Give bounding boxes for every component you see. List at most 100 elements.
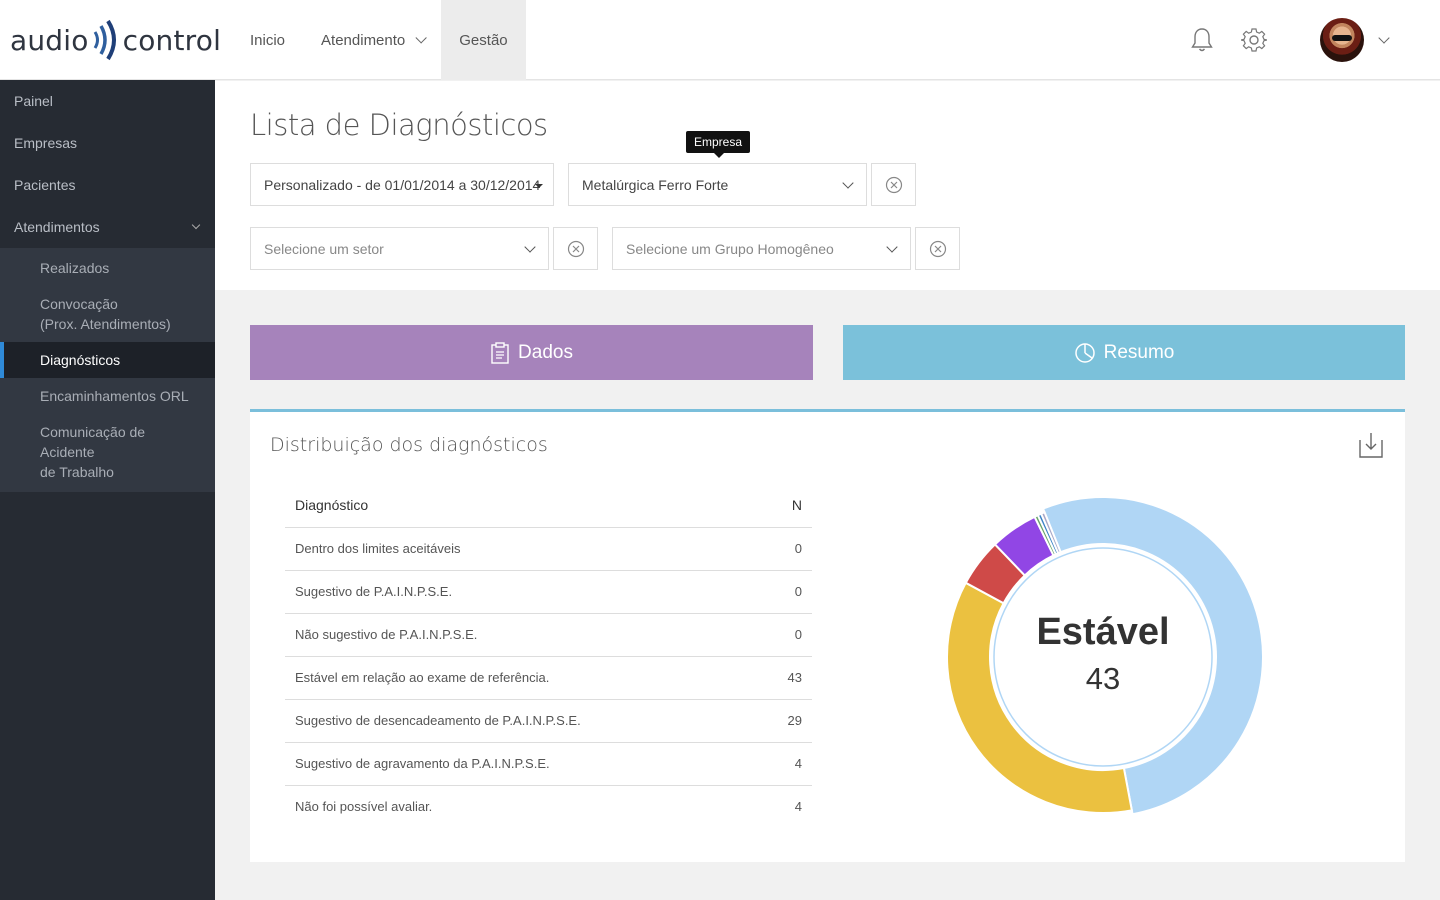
gear-icon[interactable] [1240,26,1268,54]
table-row: Dentro dos limites aceitáveis 0 [285,527,812,571]
sidebar-submenu-atendimentos: Realizados Convocação (Prox. Atendimentos… [0,248,215,492]
sector-select[interactable]: Selecione um setor [250,227,549,270]
user-avatar[interactable] [1320,18,1364,62]
donut-center-label: Estável [1036,611,1169,653]
clear-group-button[interactable] [915,227,960,270]
company-tooltip: Empresa [686,131,751,158]
filters-header: Lista de Diagnósticos Personalizado - de… [215,81,1440,290]
clear-sector-button[interactable] [553,227,598,270]
main-nav: Inicio Atendimento Gestão [232,0,526,80]
sidebar-subitem-label-line2: de Trabalho [40,464,114,480]
panel-title: Distribuição dos diagnósticos [270,434,548,456]
distribution-panel: Distribuição dos diagnósticos Diagnóstic… [250,409,1405,862]
chevron-down-icon [842,177,854,189]
nav-inicio-label: Inicio [250,31,286,49]
donut-slice[interactable] [946,581,1134,814]
nav-gestao-label: Gestão [459,31,508,49]
row-label: Estável em relação ao exame de referênci… [285,656,757,700]
donut-slice[interactable] [1041,496,1264,816]
sound-waves-icon [93,19,116,61]
sidebar-item-label: Empresas [14,135,78,151]
row-label: Não sugestivo de P.A.I.N.P.S.E. [285,613,757,657]
bell-icon[interactable] [1188,26,1216,54]
sidebar-subitem-comunicacao-acidente[interactable]: Comunicação de Acidente de Trabalho [0,414,215,492]
sidebar-subitem-convocacao[interactable]: Convocação (Prox. Atendimentos) [0,286,215,342]
table-header-row: Diagnóstico N [285,484,812,528]
sidebar-subitem-label: Comunicação de Acidente [40,424,146,460]
download-button[interactable] [1359,432,1383,463]
tab-resumo[interactable]: Resumo [843,325,1405,380]
caret-down-icon [535,184,543,188]
period-select-value: Personalizado - de 01/01/2014 a 30/12/20… [264,176,541,193]
sidebar-subitem-label: Convocação [40,296,118,312]
column-header-diagnostico: Diagnóstico [285,484,757,528]
company-select[interactable]: Metalúrgica Ferro Forte [568,163,867,206]
period-select[interactable]: Personalizado - de 01/01/2014 a 30/12/20… [250,163,554,206]
clear-company-button[interactable] [871,163,916,206]
tab-resumo-label: Resumo [1103,341,1175,363]
donut-slices [946,496,1264,816]
row-label: Dentro dos limites aceitáveis [285,527,757,571]
row-count: 0 [756,613,812,657]
tab-dados[interactable]: Dados [250,325,813,380]
group-select[interactable]: Selecione um Grupo Homogêneo [612,227,911,270]
close-circle-icon [929,240,946,257]
tab-dados-label: Dados [518,341,573,363]
donut-inner-ring [993,547,1213,767]
table-row: Sugestivo de P.A.I.N.P.S.E. 0 [285,570,812,614]
sidebar-item-pacientes[interactable]: Pacientes [0,164,215,206]
company-select-value: Metalúrgica Ferro Forte [582,176,729,193]
row-count: 29 [756,699,812,743]
top-bar: audio control Inicio Atendimento Gestão [0,0,1440,80]
table-row: Não sugestivo de P.A.I.N.P.S.E. 0 [285,613,812,657]
sidebar-item-atendimentos[interactable]: Atendimentos [0,206,215,248]
sector-select-placeholder: Selecione um setor [264,240,384,257]
row-count: 4 [794,799,802,815]
nav-atendimento[interactable]: Atendimento [303,0,441,80]
row-label: Não foi possível avaliar. [295,799,433,815]
sidebar-subitem-diagnosticos[interactable]: Diagnósticos [0,342,215,378]
column-header-n: N [756,484,812,528]
sidebar-subitem-encaminhamentos[interactable]: Encaminhamentos ORL [0,378,215,414]
chevron-down-icon [191,220,201,230]
download-icon [1359,433,1383,458]
diagnosis-donut-chart: Estável 43 [946,496,1264,816]
sidebar-subitem-label-line2: (Prox. Atendimentos) [40,316,171,332]
clipboard-icon [491,341,509,364]
chevron-down-icon[interactable] [1378,32,1390,44]
row-label: Sugestivo de desencadeamento de P.A.I.N.… [285,699,757,743]
table-row: Estável em relação ao exame de referênci… [285,656,812,700]
row-count: 43 [756,656,812,700]
row-label: Sugestivo de P.A.I.N.P.S.E. [285,570,757,614]
diagnosis-table: Diagnóstico N Dentro dos limites aceitáv… [285,484,812,828]
row-count: 4 [756,742,812,786]
pie-chart-icon [1074,342,1095,363]
sidebar: Painel Empresas Pacientes Atendimentos R… [0,80,215,900]
donut-slice[interactable] [1039,511,1062,555]
sidebar-item-painel[interactable]: Painel [0,80,215,122]
nav-atendimento-label: Atendimento [321,31,406,49]
brand-logo-right: control [122,23,222,57]
table-row: Não foi possível avaliar. 4 [285,785,812,828]
chevron-down-icon [524,241,536,253]
table-row: Sugestivo de desencadeamento de P.A.I.N.… [285,699,812,743]
chevron-down-icon [415,32,428,44]
top-actions [1188,0,1440,80]
sidebar-subitem-label: Realizados [40,260,110,276]
nav-inicio[interactable]: Inicio [232,0,303,80]
sidebar-subitem-label: Diagnósticos [40,352,121,368]
chevron-down-icon [886,241,898,253]
row-label: Sugestivo de agravamento da P.A.I.N.P.S.… [285,742,757,786]
row-count: 0 [756,570,812,614]
brand-logo[interactable]: audio control [10,14,221,66]
group-select-placeholder: Selecione um Grupo Homogêneo [626,240,834,257]
brand-logo-left: audio [10,23,89,57]
nav-gestao[interactable]: Gestão [441,0,526,80]
donut-center-value: 43 [1086,661,1120,696]
table-row: Sugestivo de agravamento da P.A.I.N.P.S.… [285,742,812,786]
sidebar-item-label: Painel [14,93,53,109]
close-circle-icon [885,176,902,193]
sidebar-item-empresas[interactable]: Empresas [0,122,215,164]
sidebar-subitem-realizados[interactable]: Realizados [0,248,215,286]
row-count: 0 [756,527,812,571]
